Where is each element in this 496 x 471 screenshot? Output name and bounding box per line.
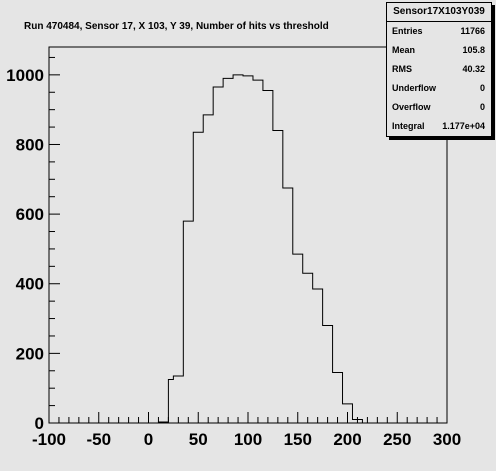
stats-row-integral: Integral 1.177e+04 xyxy=(387,117,491,136)
stats-value: 105.8 xyxy=(462,45,485,55)
stats-label: Underflow xyxy=(392,83,436,93)
x-tick-label: -50 xyxy=(86,430,111,449)
y-tick-label: 800 xyxy=(16,135,44,154)
x-tick-label: 150 xyxy=(284,430,312,449)
stats-row-rms: RMS 40.32 xyxy=(387,60,491,79)
stats-row-underflow: Underflow 0 xyxy=(387,79,491,98)
stats-box: Sensor17X103Y039 Entries 11766 Mean 105.8 … xyxy=(386,2,492,137)
y-tick-label: 600 xyxy=(16,205,44,224)
x-tick-label: 50 xyxy=(189,430,208,449)
stats-value: 0 xyxy=(479,83,485,93)
stats-label: Integral xyxy=(392,121,425,131)
y-axis-ticks xyxy=(49,56,60,424)
x-axis-tick-labels: -100 -50 0 50 100 150 200 250 300 xyxy=(32,430,461,449)
histogram-outline xyxy=(157,74,373,424)
y-tick-label: 0 xyxy=(35,414,44,433)
x-tick-label: -100 xyxy=(32,430,66,449)
y-tick-label: 200 xyxy=(16,344,44,363)
y-tick-label: 1000 xyxy=(6,66,44,85)
stats-value: 0 xyxy=(479,102,485,112)
stats-value: 1.177e+04 xyxy=(442,121,485,131)
x-tick-label: 300 xyxy=(433,430,461,449)
y-axis-tick-labels: 0 200 400 600 800 1000 xyxy=(6,66,44,433)
x-tick-label: 100 xyxy=(234,430,262,449)
stats-row-mean: Mean 105.8 xyxy=(387,41,491,60)
x-axis-ticks xyxy=(48,412,448,423)
stats-row-entries: Entries 11766 xyxy=(387,22,491,41)
x-tick-label: 200 xyxy=(333,430,361,449)
stats-label: Mean xyxy=(392,45,416,55)
chart-title: Run 470484, Sensor 17, X 103, Y 39, Numb… xyxy=(24,21,329,32)
plot-frame xyxy=(48,46,448,424)
stats-value: 40.32 xyxy=(462,64,485,74)
x-tick-label: 0 xyxy=(144,430,153,449)
stats-label: Overflow xyxy=(392,102,431,112)
stats-value: 11766 xyxy=(460,26,485,36)
stats-label: RMS xyxy=(392,64,412,74)
stats-title: Sensor17X103Y039 xyxy=(387,3,491,22)
x-tick-label: 250 xyxy=(383,430,411,449)
stats-row-overflow: Overflow 0 xyxy=(387,98,491,117)
stats-label: Entries xyxy=(392,26,423,36)
y-tick-label: 400 xyxy=(16,275,44,294)
